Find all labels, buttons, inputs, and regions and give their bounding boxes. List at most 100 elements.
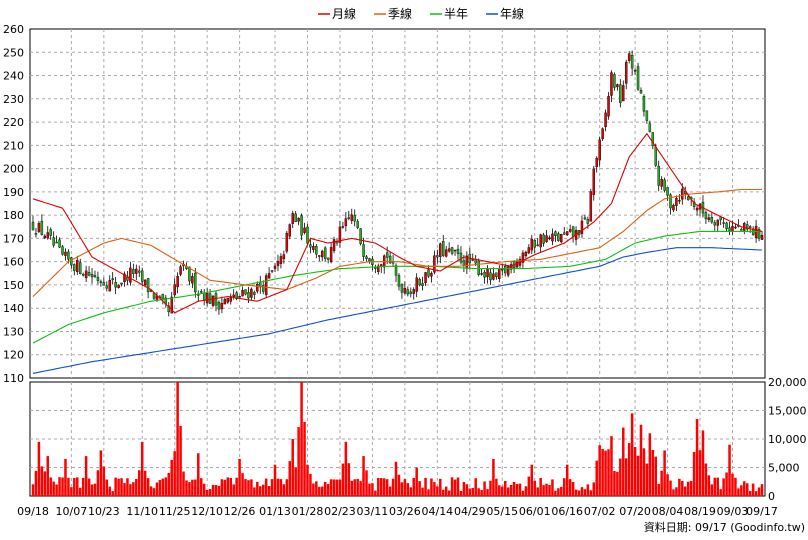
- candle-body: [297, 217, 300, 222]
- volume-bar: [589, 490, 593, 496]
- candle-body: [453, 249, 457, 252]
- volume-bar: [465, 484, 469, 496]
- volume-bar: [686, 481, 690, 496]
- candle-body: [205, 292, 209, 304]
- volume-bar: [548, 484, 551, 496]
- candle-body: [70, 257, 73, 266]
- candle-body: [509, 264, 513, 270]
- candle-body: [365, 256, 368, 259]
- volume-bar: [622, 427, 625, 496]
- candle-body: [400, 284, 404, 293]
- candle-body: [279, 256, 283, 264]
- candle-body: [114, 282, 117, 288]
- volume-bar: [388, 486, 392, 496]
- date-tick-label: 07/20: [619, 505, 651, 518]
- candle-body: [527, 247, 531, 254]
- date-tick-label: 11/25: [159, 505, 191, 518]
- volume-bar: [176, 382, 179, 496]
- candlesticks: [31, 50, 764, 317]
- volume-bar: [164, 477, 168, 496]
- volume-bar: [737, 488, 740, 496]
- volume-bar: [515, 484, 519, 496]
- volume-bar: [542, 485, 545, 496]
- candle-body: [226, 297, 230, 303]
- candle-body: [326, 257, 330, 260]
- candle-body: [622, 85, 625, 102]
- volume-bar: [329, 479, 333, 496]
- candle-body: [707, 217, 711, 220]
- price-tick-label: 240: [3, 70, 24, 83]
- candle-body: [492, 273, 495, 280]
- volume-bar: [87, 478, 91, 496]
- volume-bar: [214, 484, 218, 496]
- volume-bar: [282, 484, 286, 496]
- candle-body: [427, 269, 430, 277]
- volume-bar: [533, 480, 536, 496]
- date-tick-label: 03/26: [389, 505, 421, 518]
- volume-bar: [480, 490, 483, 496]
- candle-body: [179, 266, 182, 275]
- volume-bar: [751, 483, 755, 496]
- candle-body: [498, 268, 501, 279]
- volume-bar: [642, 448, 646, 496]
- date-tick-label: 11/10: [126, 505, 158, 518]
- volume-bar: [672, 489, 675, 496]
- volume-bar: [409, 487, 413, 496]
- candle-body: [211, 295, 215, 306]
- volume-bar: [710, 484, 714, 496]
- candle-body: [67, 251, 70, 260]
- candle-body: [462, 260, 466, 266]
- volume-bar: [380, 478, 383, 496]
- candle-body: [630, 55, 634, 69]
- candle-body: [135, 268, 138, 274]
- candle-body: [657, 165, 660, 186]
- candle-body: [595, 157, 598, 167]
- volume-bar: [406, 483, 410, 496]
- candle-body: [610, 72, 613, 96]
- volume-bar: [73, 478, 76, 496]
- candle-body: [232, 294, 235, 297]
- volume-bar: [441, 489, 445, 496]
- candle-body: [436, 255, 439, 258]
- candle-body: [84, 270, 88, 279]
- volume-bar: [400, 482, 404, 496]
- candle-body: [202, 292, 206, 301]
- candle-body: [167, 305, 170, 313]
- volume-bar: [78, 487, 82, 496]
- volume-bar: [194, 479, 197, 496]
- volume-tick-label: 15,000: [768, 405, 807, 418]
- volume-bar: [84, 456, 88, 496]
- volume-bar: [678, 478, 681, 496]
- footer-source: 資料日期: 09/17 (Goodinfo.tw): [644, 520, 805, 534]
- candle-body: [250, 288, 253, 298]
- volume-tick-label: 20,000: [768, 376, 807, 389]
- volume-bar: [120, 478, 123, 496]
- date-tick-label: 06/16: [551, 505, 583, 518]
- candle-body: [261, 285, 265, 292]
- volume-bar: [335, 479, 339, 496]
- volume-bar: [701, 430, 705, 496]
- candle-body: [754, 225, 758, 239]
- volume-bar: [312, 483, 315, 496]
- candle-body: [530, 238, 534, 251]
- candle-body: [188, 266, 191, 282]
- candle-body: [140, 270, 144, 282]
- candle-body: [483, 272, 486, 278]
- volume-bar: [754, 491, 758, 496]
- candle-body: [170, 296, 173, 314]
- price-tick-label: 150: [3, 279, 24, 292]
- volume-bar: [64, 458, 67, 496]
- volume-bar: [506, 487, 510, 496]
- volume-bar: [474, 478, 477, 496]
- candle-body: [303, 227, 306, 233]
- candle-body: [604, 112, 607, 128]
- price-tick-label: 220: [3, 116, 24, 129]
- candle-body: [306, 226, 309, 244]
- volume-bar: [273, 464, 277, 496]
- candle-body: [551, 233, 554, 242]
- candle-body: [716, 219, 719, 226]
- candle-body: [539, 234, 542, 248]
- moving-average-line: [32, 188, 762, 297]
- candle-body: [654, 146, 657, 166]
